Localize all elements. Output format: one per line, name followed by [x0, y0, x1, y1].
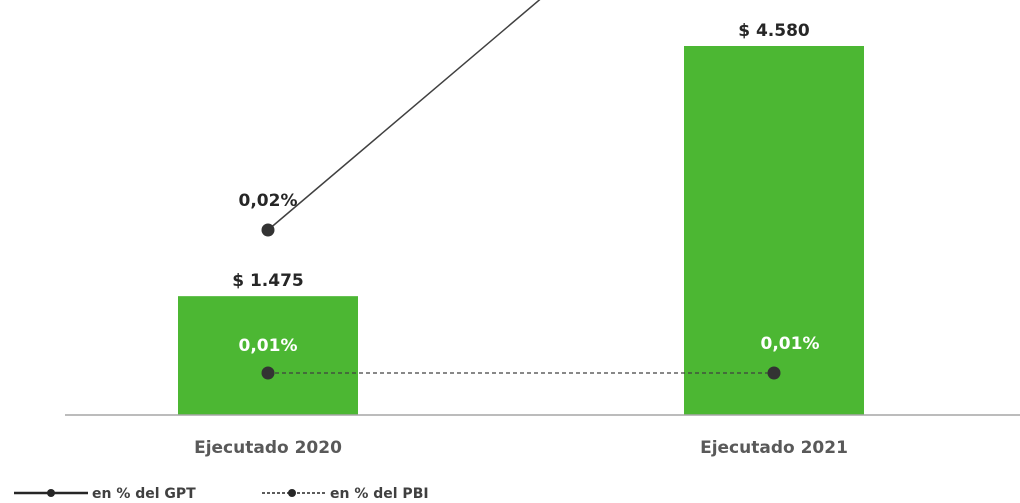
x-tick-label-0: Ejecutado 2020 [194, 438, 342, 458]
legend-gpt-marker [47, 489, 55, 497]
line-series-0 [267, 0, 541, 231]
legend-gpt-label: en % del GPT [92, 486, 196, 502]
lines-group [261, 0, 781, 380]
bars-group [178, 46, 864, 415]
line-series-1-point-1 [767, 366, 781, 380]
bar-value-label-1: $ 4.580 [738, 21, 810, 41]
legend-item-pbi: en % del PBI [262, 486, 429, 502]
legend-pbi-label: en % del PBI [330, 486, 429, 502]
bar-value-label-0: $ 1.475 [232, 271, 304, 291]
bar-1 [684, 46, 864, 415]
line-series-1-point-0 [261, 366, 275, 380]
legend-pbi-marker [288, 489, 296, 497]
bar-0 [178, 296, 358, 415]
line-series-0-label-0: 0,02% [239, 191, 298, 211]
x-tick-label-1: Ejecutado 2021 [700, 438, 848, 458]
legend: en % del GPT en % del PBI [14, 486, 429, 502]
legend-item-gpt: en % del GPT [14, 486, 196, 502]
line-series-1-label-0: 0,01% [239, 336, 298, 356]
line-series-0-point-0 [261, 223, 275, 237]
line-series-1-label-1: 0,01% [761, 334, 820, 354]
